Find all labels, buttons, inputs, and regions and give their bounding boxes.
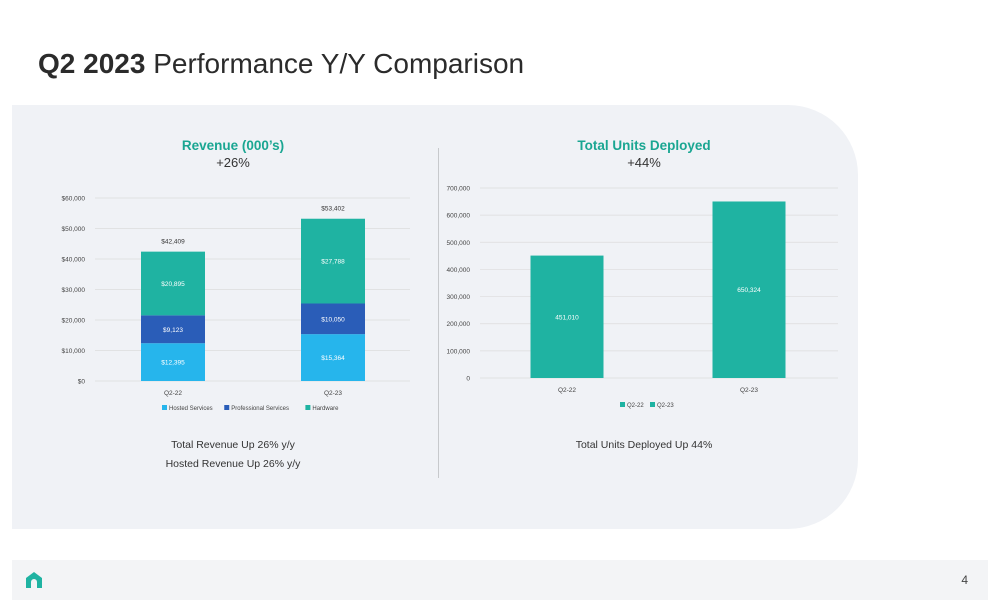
units-bar-label: 650,324 (737, 287, 761, 294)
units-chart-subtitle: +44% (627, 155, 661, 170)
revenue-x-tick: Q2-23 (324, 390, 342, 397)
revenue-chart-subtitle: +26% (216, 155, 250, 170)
units-y-tick: 400,000 (447, 267, 471, 274)
revenue-bar-segment (301, 218, 365, 304)
revenue-x-tick: Q2-22 (164, 390, 182, 397)
title-bold: Q2 2023 (38, 48, 146, 79)
revenue-chart-title: Revenue (000’s) (182, 138, 284, 153)
revenue-note-1: Total Revenue Up 26% y/y (171, 439, 295, 451)
revenue-total-label: $42,409 (161, 239, 185, 246)
title-rest: Performance Y/Y Comparison (145, 48, 525, 79)
revenue-bar-segment (141, 251, 205, 316)
units-legend-label: Q2-22 (627, 403, 644, 409)
revenue-legend-swatch (305, 405, 311, 410)
units-y-tick: 300,000 (447, 294, 471, 301)
units-note-1: Total Units Deployed Up 44% (575, 439, 713, 451)
units-y-tick: 500,000 (447, 240, 471, 247)
revenue-y-tick: $10,000 (62, 348, 86, 355)
units-y-tick: 200,000 (447, 321, 471, 328)
revenue-total-label: $53,402 (321, 206, 345, 213)
units-legend-swatch (650, 402, 655, 407)
revenue-legend-label: Hardware (312, 406, 339, 412)
revenue-segment-label: $12,395 (161, 360, 185, 367)
revenue-legend-swatch (162, 405, 167, 410)
revenue-bar-segment (141, 343, 205, 381)
units-legend-swatch (620, 402, 625, 407)
revenue-bar-segment (301, 334, 365, 381)
revenue-y-tick: $30,000 (62, 287, 86, 294)
units-legend-label: Q2-23 (657, 403, 674, 409)
home-logo-icon (26, 572, 42, 588)
units-chart-title: Total Units Deployed (577, 138, 710, 153)
revenue-y-tick: $20,000 (62, 318, 86, 325)
revenue-segment-label: $9,123 (163, 327, 183, 334)
units-bar (530, 255, 604, 378)
units-bar (712, 201, 786, 378)
units-y-tick: 700,000 (447, 186, 471, 193)
units-y-tick: 600,000 (447, 213, 471, 220)
footer-bar: 4 (12, 560, 988, 600)
units-bar-label: 451,010 (555, 314, 579, 321)
revenue-segment-label: $27,788 (321, 259, 345, 266)
units-chart: Total Units Deployed +44% 0 100,000 200,000 3… (447, 138, 838, 409)
revenue-y-tick: $0 (78, 379, 86, 386)
units-y-tick: 0 (466, 376, 470, 383)
page-title: Q2 2023 Performance Y/Y Comparison (38, 48, 524, 80)
units-x-tick: Q2-22 (558, 387, 576, 394)
revenue-bar-segment (301, 303, 365, 335)
revenue-segment-label: $15,364 (321, 355, 345, 362)
revenue-segment-label: $20,895 (161, 281, 185, 288)
revenue-legend-label: Hosted Services (169, 406, 213, 412)
revenue-chart: Revenue (000’s) +26% $0 $10,000 $20,000 $30,0… (62, 138, 410, 412)
revenue-legend-label: Professional Services (231, 406, 289, 412)
revenue-note-2: Hosted Revenue Up 26% y/y (165, 458, 301, 470)
units-x-tick: Q2-23 (740, 387, 758, 394)
revenue-bar-segment (141, 315, 205, 344)
revenue-legend-swatch (224, 405, 230, 410)
revenue-segment-label: $10,050 (321, 316, 345, 323)
revenue-y-tick: $50,000 (62, 226, 86, 233)
revenue-y-tick: $40,000 (62, 257, 86, 264)
page-number: 4 (961, 573, 968, 587)
units-y-tick: 100,000 (447, 348, 471, 355)
chart-divider (438, 148, 439, 478)
revenue-y-tick: $60,000 (62, 196, 86, 203)
